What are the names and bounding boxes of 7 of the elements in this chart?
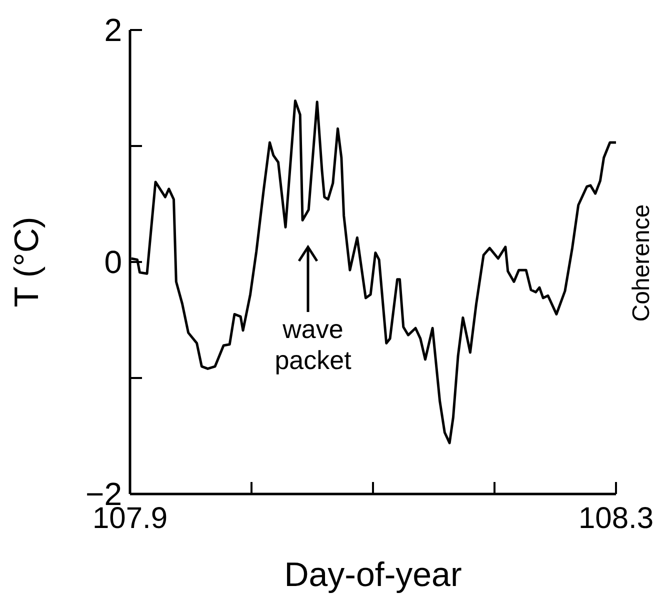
- y-axis-title: T (°C): [8, 216, 46, 308]
- annotation: wave packet: [274, 314, 352, 376]
- y-tick-label: 0: [104, 244, 122, 280]
- x-axis-title: Day-of-year: [284, 556, 462, 594]
- x-tick-label: 108.3: [578, 502, 654, 535]
- y-tick-label: 2: [104, 12, 122, 48]
- text: Coherence: [628, 204, 656, 322]
